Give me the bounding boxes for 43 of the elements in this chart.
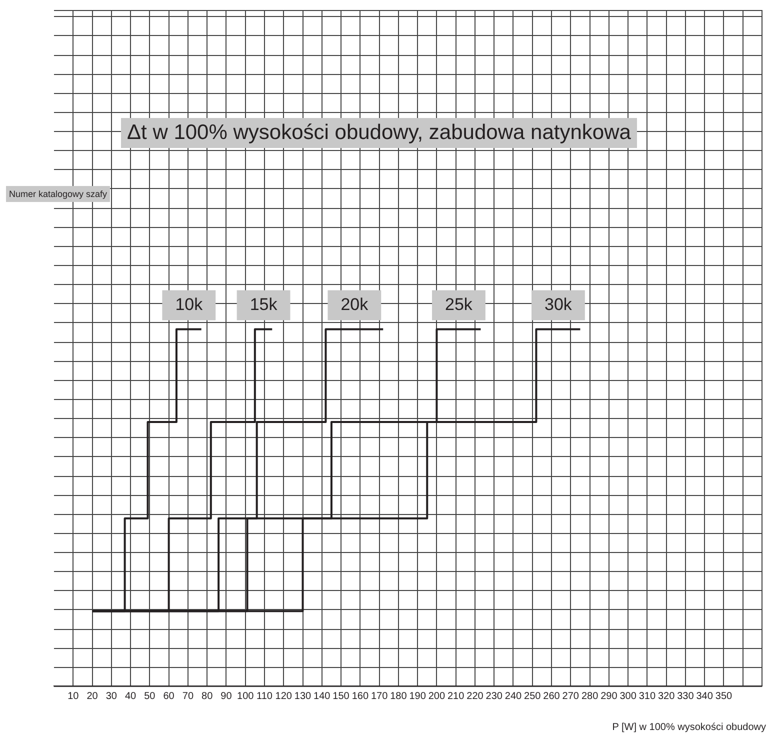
x-tick-label: 260 [543, 690, 560, 702]
x-tick-label: 210 [447, 690, 465, 702]
x-tick-label: 250 [524, 690, 542, 702]
x-tick-label: 350 [715, 690, 733, 702]
x-tick-label: 70 [182, 690, 194, 702]
series-label: 10k [175, 294, 204, 314]
chart-title: Δt w 100% wysokości obudowy, zabudowa natynkowa [121, 118, 637, 148]
series-label: 25k [444, 294, 473, 314]
x-tick-label: 150 [332, 690, 350, 702]
x-tick-label: 100 [237, 690, 254, 702]
x-tick-label: 180 [390, 690, 408, 702]
x-tick-label: 330 [677, 690, 694, 702]
x-tick-label: 220 [466, 690, 484, 702]
series-label: 15k [250, 294, 278, 314]
x-tick-label: 230 [486, 690, 503, 702]
x-tick-label: 270 [562, 690, 580, 702]
x-tick-label: 30 [106, 690, 118, 702]
x-tick-label: 240 [504, 690, 522, 702]
x-tick-label: 10 [68, 690, 80, 702]
x-tick-label: 300 [620, 690, 637, 702]
x-tick-label: 50 [144, 690, 156, 702]
x-tick-label: 310 [638, 690, 656, 702]
x-tick-label: 320 [658, 690, 676, 702]
x-tick-label: 160 [352, 690, 369, 702]
x-tick-label: 170 [370, 690, 388, 702]
series-label: 30k [544, 294, 572, 314]
x-tick-label: 110 [256, 690, 273, 702]
x-tick-label: 130 [294, 690, 312, 702]
x-tick-label: 20 [86, 690, 98, 702]
x-tick-label: 60 [163, 690, 175, 702]
x-tick-label: 140 [314, 690, 331, 702]
x-tick-label: 80 [202, 690, 214, 702]
x-tick-label: 290 [600, 690, 618, 702]
series-label: 20k [340, 294, 369, 314]
x-tick-label: 280 [581, 690, 599, 702]
x-axis-title: P [W] w 100% wysokości obudowy [612, 722, 766, 733]
x-tick-label: 40 [124, 690, 137, 702]
text: Numer katalogowy szafy [6, 186, 110, 202]
x-tick-label: 120 [275, 690, 292, 702]
x-tick-label: 200 [428, 690, 446, 702]
x-tick-label: 90 [220, 690, 232, 702]
x-tick-label: 190 [409, 690, 426, 702]
x-tick-label: 340 [696, 690, 714, 702]
